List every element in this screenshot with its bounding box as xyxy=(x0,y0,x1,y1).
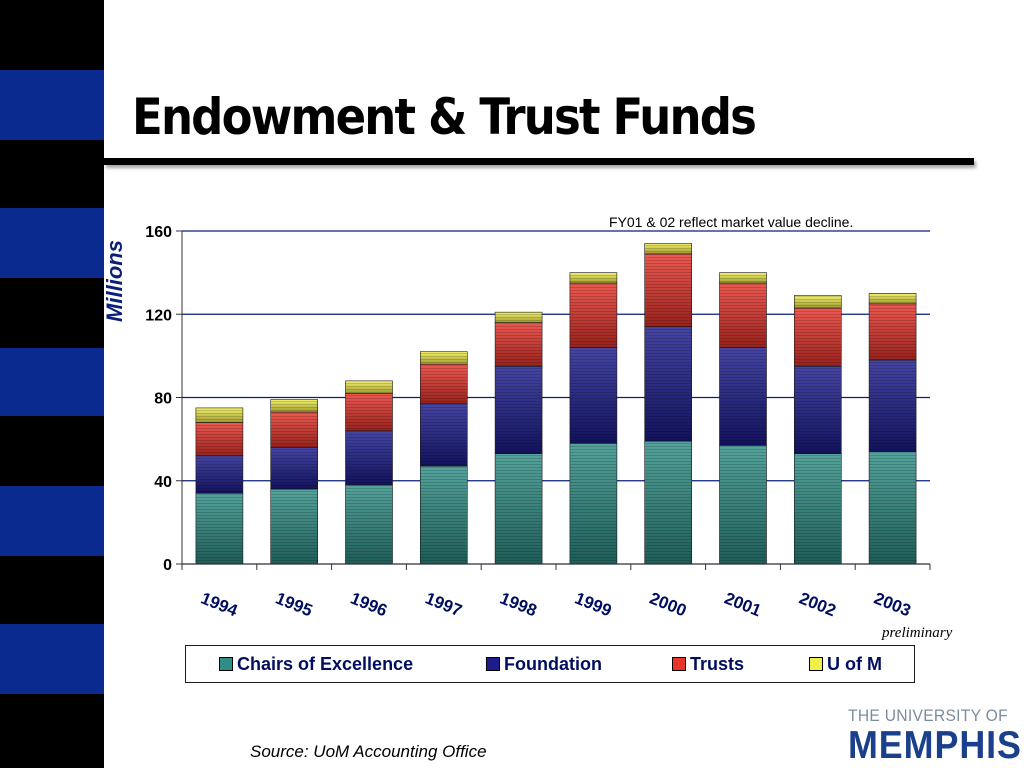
chart-legend: Chairs of Excellence Foundation Trusts U of… xyxy=(185,645,915,683)
logo-line-1: THE UNIVERSITY OF xyxy=(848,706,1008,725)
bar-texture xyxy=(644,253,692,327)
stripe-block xyxy=(0,416,104,486)
y-tick-label: 40 xyxy=(154,474,172,491)
legend-label: Chairs of Excellence xyxy=(237,654,414,674)
bar-texture xyxy=(569,283,617,348)
x-tick-label: 2003 xyxy=(871,589,913,621)
y-axis-title: Millions xyxy=(104,240,127,322)
stripe-block xyxy=(0,556,104,624)
bar-texture xyxy=(869,360,917,452)
bar-texture xyxy=(420,364,468,404)
bar-texture xyxy=(270,489,318,564)
bar-texture xyxy=(869,303,917,361)
x-tick-label: 1996 xyxy=(348,589,390,621)
bar-texture xyxy=(644,441,692,564)
bar-texture xyxy=(345,430,393,485)
x-tick-label: 1995 xyxy=(273,589,315,621)
bar-texture xyxy=(420,403,468,467)
x-tick-label: 1997 xyxy=(423,589,465,621)
title-rule xyxy=(104,158,974,165)
stripe-block xyxy=(0,278,104,348)
bar-texture xyxy=(719,347,767,446)
bar-texture xyxy=(719,283,767,348)
stripe-block xyxy=(0,624,104,694)
bar-texture xyxy=(345,380,393,394)
stripe-block xyxy=(0,486,104,556)
source-note: Source: UoM Accounting Office xyxy=(250,742,487,761)
bar-texture xyxy=(719,272,767,284)
stripe-block xyxy=(0,140,104,208)
legend-item: Trusts xyxy=(672,654,744,675)
legend-swatch xyxy=(809,657,823,671)
bar-texture xyxy=(345,484,393,564)
page-title: Endowment & Trust Funds xyxy=(132,88,757,146)
legend-swatch xyxy=(219,657,233,671)
bar-texture xyxy=(869,293,917,304)
x-tick-label: 2000 xyxy=(647,589,689,621)
x-tick-label: 1994 xyxy=(198,589,241,621)
y-tick-label: 0 xyxy=(163,557,172,574)
stripe-block xyxy=(0,208,104,278)
legend-label: Trusts xyxy=(690,654,745,674)
bar-texture xyxy=(345,393,393,431)
legend-item: Chairs of Excellence xyxy=(219,654,413,675)
y-tick-label: 120 xyxy=(145,307,172,324)
bar-texture xyxy=(569,347,617,444)
bar-texture xyxy=(869,451,917,564)
bar-texture xyxy=(495,312,543,323)
bar-texture xyxy=(495,453,543,564)
x-tick-label: 2001 xyxy=(722,589,764,621)
bar-texture xyxy=(495,366,543,454)
bar-texture xyxy=(195,407,243,423)
x-tick-label: 2002 xyxy=(797,589,839,621)
bar-texture xyxy=(719,445,767,564)
bar-texture xyxy=(794,308,842,367)
legend-item: Foundation xyxy=(486,654,602,675)
chart-note: FY01 & 02 reflect market value decline. xyxy=(609,214,854,230)
bar-texture xyxy=(420,466,468,564)
logo-line-2: MEMPHIS xyxy=(848,724,1022,767)
bar-texture xyxy=(420,351,468,365)
x-tick-label: 1999 xyxy=(572,589,614,621)
bar-texture xyxy=(794,366,842,454)
bar-texture xyxy=(644,243,692,254)
legend-swatch xyxy=(672,657,686,671)
university-logo: THE UNIVERSITY OF MEMPHIS xyxy=(848,706,1022,767)
bar-texture xyxy=(195,422,243,456)
y-tick-label: 80 xyxy=(154,391,172,408)
bar-texture xyxy=(569,443,617,564)
bar-texture xyxy=(270,399,318,413)
side-stripe xyxy=(0,0,104,768)
stacked-bar-chart: 0 40 80 120 160 1994 1995 1996 1997 1998 1999 2000 2… xyxy=(104,224,931,621)
bar-texture xyxy=(794,453,842,564)
legend-swatch xyxy=(486,657,500,671)
bar-texture xyxy=(495,322,543,367)
bar-texture xyxy=(195,493,243,564)
bar-texture xyxy=(569,272,617,284)
legend-label: U of M xyxy=(827,654,882,674)
bar-texture xyxy=(270,447,318,490)
y-tick-label: 160 xyxy=(145,224,172,241)
stripe-block xyxy=(0,348,104,416)
preliminary-label: preliminary xyxy=(882,625,953,641)
stripe-block xyxy=(0,70,104,140)
bar-texture xyxy=(270,412,318,448)
bar-texture xyxy=(644,326,692,442)
x-tick-label: 1998 xyxy=(497,589,539,621)
stripe-block xyxy=(0,694,104,768)
legend-label: Foundation xyxy=(504,654,602,674)
legend-item: U of M xyxy=(809,654,882,675)
stripe-block xyxy=(0,0,104,70)
bar-texture xyxy=(794,295,842,309)
bar-texture xyxy=(195,455,243,494)
